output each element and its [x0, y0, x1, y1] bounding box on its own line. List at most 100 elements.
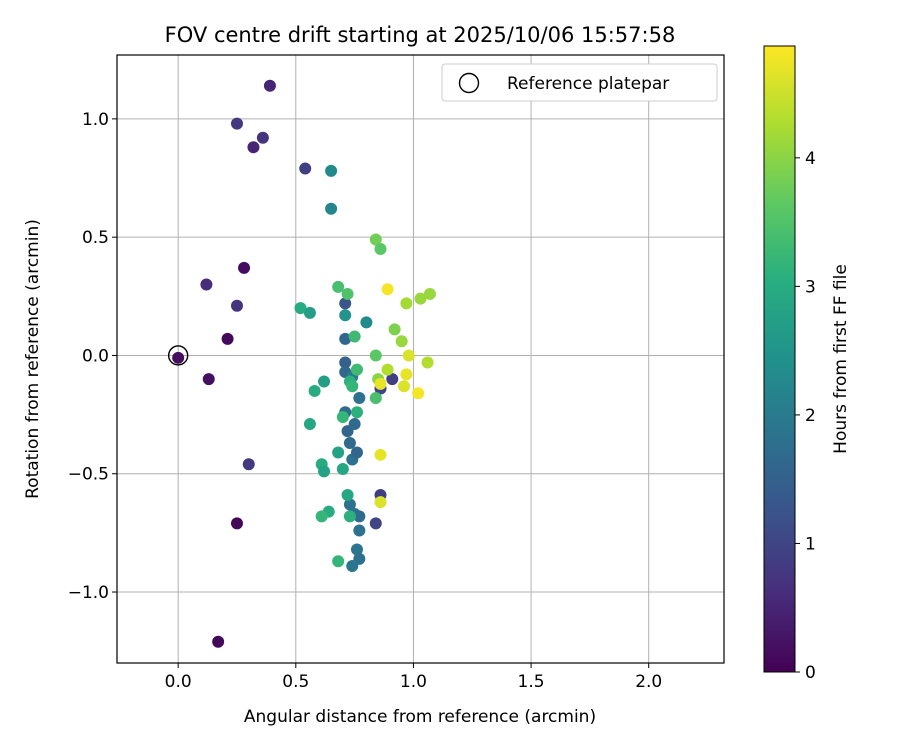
- data-point: [369, 233, 382, 246]
- data-point: [303, 306, 316, 319]
- data-point: [332, 555, 345, 568]
- data-point: [348, 330, 361, 343]
- data-point: [247, 141, 260, 154]
- data-point: [400, 297, 413, 310]
- data-point: [350, 406, 363, 419]
- data-point: [343, 510, 356, 523]
- y-tick-label: 0.0: [82, 346, 109, 366]
- data-point: [299, 162, 312, 175]
- colorbar-ticks: 0 1 2 3 4: [795, 149, 816, 683]
- data-point: [402, 349, 415, 362]
- data-point: [348, 418, 361, 431]
- data-point: [263, 79, 276, 92]
- data-point: [386, 373, 399, 386]
- data-point: [400, 368, 413, 381]
- x-tick-label: 0.5: [282, 672, 309, 692]
- data-point: [230, 517, 243, 530]
- reference-marker-group: [167, 345, 189, 366]
- data-point: [325, 164, 338, 177]
- legend-reference-icon: [458, 72, 480, 94]
- x-tick-label: 1.5: [518, 672, 545, 692]
- data-point: [242, 458, 255, 471]
- data-point: [374, 496, 387, 509]
- colorbar-tick-label: 2: [805, 406, 816, 426]
- y-tick-label: −0.5: [68, 465, 109, 485]
- data-point: [398, 380, 411, 393]
- data-point: [230, 299, 243, 312]
- colorbar-tick-label: 1: [805, 534, 816, 554]
- colorbar-label: Hours from first FF file: [831, 264, 851, 454]
- data-point: [172, 351, 185, 364]
- x-tick-label: 0.0: [165, 672, 192, 692]
- data-point: [395, 335, 408, 348]
- data-point: [353, 524, 366, 537]
- data-point: [374, 242, 387, 255]
- data-point: [369, 392, 382, 405]
- data-point: [341, 287, 354, 300]
- y-tick-label: −1.0: [68, 583, 109, 603]
- legend-entry-reference: Reference platepar: [507, 74, 669, 94]
- data-point: [221, 332, 234, 345]
- data-point: [343, 436, 356, 449]
- data-point: [346, 380, 359, 393]
- x-axis-label: Angular distance from reference (arcmin): [244, 707, 596, 727]
- colorbar-tick-label: 4: [805, 149, 816, 169]
- data-point: [303, 418, 316, 431]
- data-point: [238, 261, 251, 274]
- data-point: [256, 131, 269, 144]
- data-point: [353, 510, 366, 523]
- data-point: [212, 635, 225, 648]
- legend: Reference platepar: [441, 63, 718, 102]
- colorbar-tick-label: 3: [805, 277, 816, 297]
- data-point: [412, 387, 425, 400]
- data-point: [346, 560, 359, 573]
- data-point: [381, 363, 394, 376]
- data-point: [414, 292, 427, 305]
- colorbar: 0 1 2 3 4 Hours from first FF file: [763, 45, 851, 683]
- data-point: [339, 332, 352, 345]
- plot-frame: [116, 54, 725, 664]
- colorbar-tick-label: 0: [805, 663, 816, 683]
- data-point: [318, 375, 331, 388]
- data-point: [388, 323, 401, 336]
- data-point: [350, 543, 363, 556]
- data-point: [200, 278, 213, 291]
- data-point: [339, 297, 352, 310]
- y-tick-label: 1.0: [82, 110, 109, 130]
- x-tick-label: 1.0: [400, 672, 427, 692]
- data-point: [423, 287, 436, 300]
- reference-platepar-marker: [167, 345, 189, 366]
- data-point: [353, 392, 366, 405]
- chart-title: FOV centre drift starting at 2025/10/06 …: [165, 23, 676, 47]
- data-point: [421, 356, 434, 369]
- data-point: [315, 510, 328, 523]
- data-point: [369, 517, 382, 530]
- data-point: [343, 498, 356, 511]
- y-axis-ticks: −1.0 −0.5 0.0 0.5 1.0: [68, 110, 117, 603]
- legend-box: [441, 63, 718, 102]
- data-point: [336, 463, 349, 476]
- data-point: [202, 373, 215, 386]
- y-axis-label: Rotation from reference (arcmin): [23, 219, 43, 499]
- data-point: [360, 316, 373, 329]
- y-tick-label: 0.5: [82, 228, 109, 248]
- data-point: [230, 117, 243, 130]
- colorbar-gradient: [763, 45, 796, 673]
- grid-lines: [117, 55, 724, 663]
- data-point: [308, 384, 321, 397]
- data-point: [369, 349, 382, 362]
- x-axis-ticks: 0.0 0.5 1.0 1.5 2.0: [165, 663, 662, 692]
- data-point: [294, 302, 307, 315]
- data-point: [339, 356, 352, 369]
- data-points: [172, 79, 436, 648]
- data-point: [318, 465, 331, 478]
- data-point: [374, 448, 387, 461]
- data-point: [350, 446, 363, 459]
- data-point: [350, 363, 363, 376]
- data-point: [332, 446, 345, 459]
- data-point: [339, 309, 352, 322]
- data-point: [332, 280, 345, 293]
- x-tick-label: 2.0: [635, 672, 662, 692]
- data-point: [336, 410, 349, 423]
